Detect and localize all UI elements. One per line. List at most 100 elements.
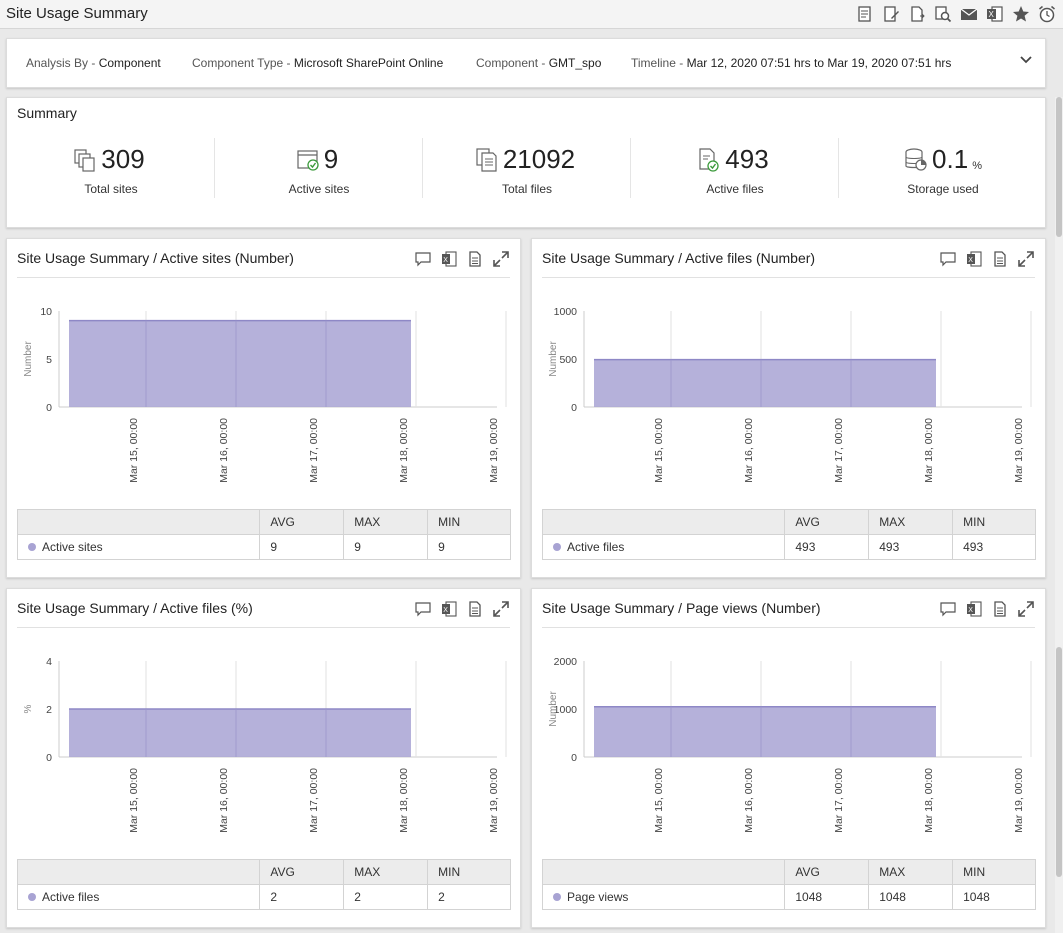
search-report-icon[interactable] — [933, 4, 953, 24]
filter-value: Microsoft SharePoint Online — [293, 56, 444, 70]
x-tick-label: Mar 18, 00:00 — [923, 418, 935, 483]
filter-timeline: Timeline - Mar 12, 2020 07:51 hrs to Mar… — [631, 56, 951, 70]
chart-svg: Mar 15, 00:00 Mar 16, 00:00 Mar 17, 00:00 M… — [23, 306, 507, 483]
series-name: Active files — [42, 890, 100, 904]
document-icon[interactable] — [991, 600, 1009, 618]
stat-divider — [214, 138, 215, 198]
chart-actions: X — [414, 600, 510, 618]
active-file-icon — [699, 147, 719, 172]
table-header-row: AVG MAX MIN — [541, 509, 1036, 535]
document-icon[interactable] — [991, 250, 1009, 268]
table-header-min: MIN — [952, 509, 1036, 535]
comment-icon[interactable] — [414, 600, 432, 618]
stat-label: Storage used — [907, 182, 979, 196]
export-pdf-icon[interactable] — [907, 4, 927, 24]
filter-component-type: Component Type - Microsoft SharePoint On… — [192, 56, 443, 70]
series-cell: Active files — [16, 884, 261, 910]
comment-icon[interactable] — [939, 250, 957, 268]
series-area — [594, 706, 936, 757]
storage-icon — [905, 147, 927, 171]
expand-icon[interactable] — [1017, 250, 1035, 268]
stat-storage-used: 0.1 % Storage used — [839, 138, 1047, 203]
x-tick-label: Mar 18, 00:00 — [923, 768, 935, 833]
report-icon[interactable] — [855, 4, 875, 24]
divider — [542, 627, 1035, 628]
y-tick-label: 500 — [559, 354, 577, 366]
files-icon — [476, 147, 497, 172]
x-tick-label: Mar 18, 00:00 — [398, 418, 410, 483]
chart-actions: X — [414, 250, 510, 268]
legend-dot — [28, 543, 36, 551]
svg-text:X: X — [443, 607, 448, 614]
stat-divider — [630, 138, 631, 198]
legend-dot — [553, 543, 561, 551]
min-value: 493 — [952, 534, 1036, 560]
edit-report-icon[interactable] — [881, 4, 901, 24]
y-tick-label: 1000 — [554, 306, 578, 318]
x-tick-label: Mar 15, 00:00 — [128, 418, 140, 483]
excel-icon[interactable]: X — [965, 250, 983, 268]
email-icon[interactable] — [959, 4, 979, 24]
chart-card: Site Usage Summary / Active files (Numbe… — [531, 238, 1046, 578]
y-tick-label: 0 — [46, 752, 52, 764]
stat-unit: % — [972, 159, 982, 172]
scrollbar-thumb[interactable] — [1056, 647, 1062, 877]
table-row: Page views 1048 1048 1048 — [541, 884, 1036, 910]
scrollbar-thumb-top[interactable] — [1056, 97, 1062, 237]
x-tick-label: Mar 19, 00:00 — [1013, 418, 1025, 483]
excel-icon[interactable]: X — [965, 600, 983, 618]
series-name: Active files — [567, 540, 625, 554]
expand-icon[interactable] — [492, 600, 510, 618]
excel-icon[interactable]: X — [440, 250, 458, 268]
document-icon[interactable] — [466, 600, 484, 618]
max-value: 493 — [868, 534, 954, 560]
table-row: Active sites 9 9 9 — [16, 534, 511, 560]
table-header-avg: AVG — [259, 859, 345, 885]
chevron-down-icon[interactable] — [1019, 53, 1033, 67]
expand-icon[interactable] — [1017, 600, 1035, 618]
filter-component: Component - GMT_spo — [476, 56, 601, 70]
document-icon[interactable] — [466, 250, 484, 268]
comment-icon[interactable] — [414, 250, 432, 268]
favorite-star-icon[interactable] — [1011, 4, 1031, 24]
stats-table: AVG MAX MIN Page views 1048 1048 1048 — [541, 859, 1036, 910]
page-title: Site Usage Summary — [6, 5, 148, 22]
chart-actions: X — [939, 600, 1035, 618]
table-row: Active files 493 493 493 — [541, 534, 1036, 560]
chart-svg: Mar 15, 00:00 Mar 16, 00:00 Mar 17, 00:00 M… — [548, 656, 1032, 833]
excel-icon[interactable]: X — [440, 600, 458, 618]
divider — [17, 277, 510, 278]
x-tick-label: Mar 16, 00:00 — [218, 418, 230, 483]
legend-dot — [28, 893, 36, 901]
max-value: 1048 — [868, 884, 954, 910]
table-header-row: AVG MAX MIN — [16, 509, 511, 535]
svg-text:X: X — [968, 257, 973, 264]
table-header-avg: AVG — [784, 509, 870, 535]
svg-text:X: X — [989, 10, 995, 19]
series-name: Page views — [567, 890, 629, 904]
alarm-clock-icon[interactable] — [1037, 4, 1057, 24]
stat-value: 0.1 — [932, 144, 969, 174]
scrollbar[interactable] — [1055, 97, 1063, 933]
chart-title: Site Usage Summary / Active files (%) — [17, 600, 253, 616]
filter-label: Component Type - — [192, 56, 294, 70]
svg-text:X: X — [443, 257, 448, 264]
min-value: 9 — [427, 534, 511, 560]
max-value: 2 — [343, 884, 429, 910]
summary-panel: Summary 309 Total sites 9 Active sites 2… — [6, 97, 1046, 228]
svg-text:X: X — [968, 607, 973, 614]
table-header-name — [16, 859, 261, 885]
stat-divider — [422, 138, 423, 198]
series-cell: Page views — [541, 884, 786, 910]
min-value: 2 — [427, 884, 511, 910]
chart-area: Mar 15, 00:00 Mar 16, 00:00 Mar 17, 00:00 M… — [532, 294, 1047, 494]
divider — [542, 277, 1035, 278]
legend-dot — [553, 893, 561, 901]
excel-icon[interactable]: X — [985, 4, 1005, 24]
y-tick-label: 10 — [40, 306, 52, 318]
comment-icon[interactable] — [939, 600, 957, 618]
x-tick-label: Mar 18, 00:00 — [398, 768, 410, 833]
expand-icon[interactable] — [492, 250, 510, 268]
min-value: 1048 — [952, 884, 1036, 910]
chart-title: Site Usage Summary / Active sites (Numbe… — [17, 250, 294, 266]
